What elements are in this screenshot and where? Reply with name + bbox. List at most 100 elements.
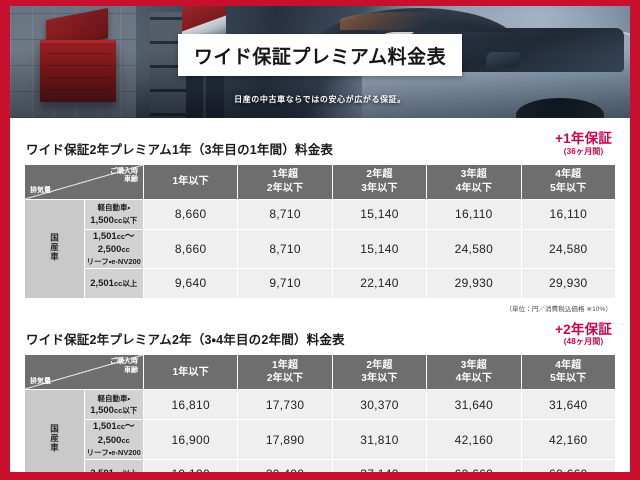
- group-label-text: 国産車: [49, 233, 60, 262]
- cell-value: 31,810: [332, 420, 427, 459]
- column-header-2-line1: 1年超: [272, 359, 299, 371]
- column-header-1: 1年以下: [144, 164, 238, 199]
- cell-value: 20,490: [238, 459, 332, 472]
- cell-value: 16,110: [521, 199, 615, 229]
- table-row: 国産車 軽自動車・ 1,500cc以下 8,660 8,710 15,140 16…: [25, 199, 615, 298]
- badge-main-label: +1年保証: [555, 131, 612, 146]
- section-premium-2year: ワイド保証2年プレミアム2年（3・4年目の2年間）料金表 +2年保証 (48ヶ月…: [24, 323, 616, 472]
- table-unit-note: （単位：円／消費税込価格 ※10%）: [505, 305, 612, 313]
- row-label-kei-line1: 軽自動車・: [97, 202, 131, 212]
- row-label-large-num: 2,501: [90, 468, 114, 472]
- row-label-mid-num2: ～2,500: [97, 421, 135, 447]
- cell-value: 17,890: [238, 420, 332, 459]
- column-header-2: 1年超 2年以下: [238, 355, 332, 390]
- table-row: 1,501cc～2,500cc リーフ・e-NV200 8,660 8,710 1…: [25, 229, 615, 268]
- door-mirror: [486, 52, 520, 68]
- section-title: ワイド保証2年プレミアム1年（3年目の1年間）料金表: [26, 142, 334, 157]
- column-header-4-line1: 3年超: [460, 359, 487, 371]
- status-badge: +1年保証 (36ヶ月間): [553, 132, 614, 158]
- column-header-2: 1年超 2年以下: [238, 164, 332, 199]
- column-header-1-line1: 1年以下: [172, 175, 209, 187]
- cell-value: 17,730: [238, 390, 332, 420]
- cell-value: 22,140: [332, 268, 427, 298]
- row-label-mid-unit2: cc: [121, 245, 130, 255]
- row-label-large: 2,501cc以上: [84, 459, 143, 472]
- row-label-mid-line2: リーフ・e-NV200: [86, 257, 141, 267]
- cell-value: 15,140: [332, 199, 427, 229]
- row-label-midsize: 1,501cc～2,500cc リーフ・e-NV200: [84, 229, 143, 268]
- badge-main-label: +2年保証: [555, 321, 612, 337]
- table-header-row: ご購入時 車齢 排気量 1年以下 1年超 2年以下: [25, 164, 615, 199]
- section-header: ワイド保証2年プレミアム2年（3・4年目の2年間）料金表 +2年保証 (48ヶ月…: [24, 323, 616, 355]
- page-title: ワイド保証プレミアム料金表: [193, 46, 447, 68]
- row-label-mid-unit2: cc: [121, 436, 130, 446]
- cell-value: 42,160: [521, 420, 615, 459]
- group-label-text: 国産車: [49, 424, 60, 453]
- row-label-kei-num: 1,500: [90, 405, 114, 417]
- column-header-3-line1: 2年超: [366, 359, 393, 371]
- column-header-4-line2: 4年以下: [455, 373, 493, 385]
- cell-value: 37,140: [332, 459, 427, 472]
- cell-value: 42,160: [427, 420, 521, 459]
- column-header-3: 2年超 3年以下: [332, 164, 427, 199]
- column-header-4-line2: 4年以下: [455, 182, 493, 194]
- status-badge: +2年保証 (48ヶ月間): [553, 323, 614, 349]
- section-premium-1year: ワイド保証2年プレミアム1年（3年目の1年間）料金表 +1年保証 (36ヶ月間)…: [24, 132, 616, 313]
- corner-header-cell: ご購入時 車齢 排気量: [25, 355, 143, 390]
- column-header-5-line2: 5年以下: [550, 182, 587, 194]
- column-header-4: 3年超 4年以下: [427, 164, 521, 199]
- cell-value: 9,640: [144, 268, 238, 298]
- red-toolbox: [40, 40, 116, 102]
- rate-table-2: ご購入時 車齢 排気量 1年以下 1年超 2年以下: [24, 354, 616, 472]
- cell-value: 19,190: [144, 459, 238, 472]
- cell-value: 29,930: [427, 268, 521, 298]
- row-label-kei-unit: cc: [113, 215, 123, 225]
- column-header-4: 3年超 4年以下: [427, 355, 521, 390]
- cell-value: 8,710: [238, 199, 332, 229]
- hero-title-plate: ワイド保証プレミアム料金表: [178, 34, 462, 76]
- cell-value: 8,710: [238, 229, 332, 268]
- row-label-mid-line2: リーフ・e-NV200: [86, 447, 141, 457]
- car-wheel: [516, 98, 604, 118]
- column-header-4-line1: 3年超: [460, 169, 487, 180]
- cell-value: 60,660: [521, 459, 615, 472]
- cell-value: 8,660: [144, 229, 238, 268]
- row-label-large-tail: 以上: [122, 469, 137, 472]
- column-header-2-line2: 2年以下: [266, 373, 304, 385]
- column-header-3-line2: 3年以下: [361, 373, 398, 385]
- cell-value: 31,640: [521, 390, 615, 420]
- row-label-kei: 軽自動車・ 1,500cc以下: [84, 390, 143, 420]
- cell-value: 16,110: [427, 199, 521, 229]
- column-header-5-line2: 5年以下: [550, 373, 587, 385]
- table-head: ご購入時 車齢 排気量 1年以下 1年超 2年以下: [25, 355, 615, 390]
- column-header-3: 2年超 3年以下: [332, 355, 427, 390]
- row-label-kei-tail: 以下: [122, 406, 138, 416]
- row-label-large: 2,501cc以上: [84, 268, 143, 298]
- table-row: 1,501cc～2,500cc リーフ・e-NV200 16,900 17,890…: [25, 420, 615, 459]
- row-label-kei: 軽自動車・ 1,500cc以下: [84, 199, 143, 229]
- corner-label-top-line2: 車齢: [124, 176, 138, 184]
- corner-label-top-line2: 車齢: [124, 367, 138, 375]
- cell-value: 31,640: [427, 390, 521, 420]
- cell-value: 15,140: [332, 229, 427, 268]
- column-header-1-line1: 1年以下: [172, 366, 209, 378]
- tables-container: ワイド保証2年プレミアム1年（3年目の1年間）料金表 +1年保証 (36ヶ月間)…: [10, 132, 630, 472]
- group-label-cell: 国産車: [25, 390, 84, 472]
- column-header-2-line2: 2年以下: [266, 182, 304, 194]
- column-header-1: 1年以下: [144, 355, 238, 390]
- row-label-mid-unit1: cc: [116, 422, 126, 432]
- hero-banner: ワイド保証プレミアム料金表 日産の中古車ならではの安心が広がる保証。: [10, 6, 630, 118]
- row-label-kei-num: 1,500: [90, 214, 114, 226]
- rate-table-1: ご購入時 車齢 排気量 1年以下 1年超 2年以下: [24, 163, 616, 299]
- corner-label-bottom: 排気量: [30, 378, 51, 386]
- row-label-kei-line1: 軽自動車・: [97, 393, 131, 403]
- corner-label-top-line1: ご購入時: [110, 358, 138, 366]
- row-label-mid-num2: ～2,500: [97, 230, 135, 256]
- group-label-cell: 国産車: [25, 199, 84, 298]
- row-label-kei-tail: 以下: [122, 215, 138, 225]
- section-title: ワイド保証2年プレミアム2年（3・4年目の2年間）料金表: [26, 333, 345, 348]
- table-header-row: ご購入時 車齢 排気量 1年以下 1年超 2年以下: [25, 355, 615, 390]
- content-card: ワイド保証プレミアム料金表 日産の中古車ならではの安心が広がる保証。 ワイド保証…: [10, 6, 630, 472]
- section-header: ワイド保証2年プレミアム1年（3年目の1年間）料金表 +1年保証 (36ヶ月間): [24, 132, 616, 164]
- cell-value: 30,370: [332, 390, 427, 420]
